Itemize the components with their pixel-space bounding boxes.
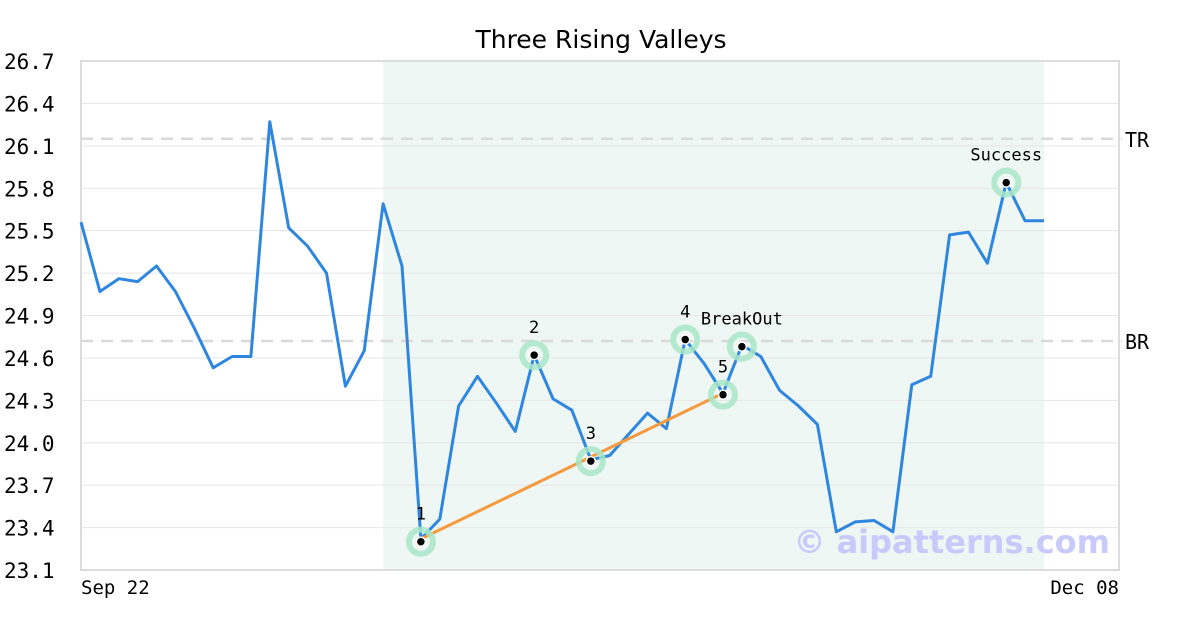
point-marker bbox=[1000, 177, 1012, 188]
point-marker bbox=[415, 536, 427, 547]
grid-lines bbox=[81, 102, 1119, 529]
y-axis: 23.1 23.4 23.7 24.0 24.3 24.6 24.9 25.2 25.5 25.8… bbox=[4, 50, 55, 583]
point-halo bbox=[575, 446, 606, 477]
point-label: 3 bbox=[586, 424, 596, 444]
reference-lines: TR BR bbox=[81, 128, 1150, 354]
y-tick-label: 26.1 bbox=[4, 135, 55, 159]
reference-label-tr: TR bbox=[1125, 128, 1150, 152]
point-halo bbox=[405, 526, 436, 557]
point-marker bbox=[585, 455, 597, 467]
trendline bbox=[420, 391, 724, 541]
y-tick-label: 23.7 bbox=[4, 474, 55, 498]
y-tick-label: 25.8 bbox=[4, 177, 55, 201]
point-label: 1 bbox=[416, 505, 426, 525]
point-label: BreakOut bbox=[701, 310, 783, 330]
y-tick-label: 24.9 bbox=[4, 305, 55, 329]
y-tick-label: 26.4 bbox=[4, 92, 55, 116]
point-label: Success bbox=[970, 146, 1042, 166]
point-halo bbox=[519, 340, 550, 371]
point-label: 5 bbox=[718, 358, 728, 378]
x-tick-label: Sep 22 bbox=[81, 577, 150, 599]
y-tick-label: 24.3 bbox=[4, 389, 55, 413]
point-halo bbox=[670, 324, 701, 355]
point-halo bbox=[708, 379, 738, 410]
point-label: 4 bbox=[680, 303, 690, 323]
y-tick-label: 23.1 bbox=[4, 559, 55, 583]
y-tick-label: 24.0 bbox=[4, 432, 55, 456]
y-tick-label: 26.7 bbox=[4, 50, 55, 74]
y-tick-label: 24.6 bbox=[4, 347, 55, 371]
point-marker bbox=[679, 334, 691, 345]
series-line bbox=[79, 120, 1044, 541]
reference-label-br: BR bbox=[1125, 330, 1150, 354]
point-marker bbox=[717, 389, 729, 400]
point-marker bbox=[528, 349, 540, 361]
point-halo bbox=[726, 331, 757, 362]
point-halo bbox=[991, 167, 1022, 198]
x-axis: Sep 22 Dec 08 bbox=[81, 577, 1119, 599]
chart-title: Three Rising Valleys bbox=[474, 25, 726, 54]
pattern-points: 1 2 3 4 5 BreakOut Success bbox=[405, 146, 1042, 557]
y-tick-label: 25.5 bbox=[4, 220, 55, 244]
point-marker bbox=[736, 341, 748, 352]
x-tick-label: Dec 08 bbox=[1050, 577, 1119, 599]
trendline-segment bbox=[420, 391, 724, 541]
watermark-text: © aipatterns.com bbox=[793, 523, 1110, 561]
price-series bbox=[79, 120, 1044, 541]
y-tick-label: 23.4 bbox=[4, 517, 55, 541]
y-tick-label: 25.2 bbox=[4, 262, 55, 286]
point-label: 2 bbox=[529, 318, 539, 338]
